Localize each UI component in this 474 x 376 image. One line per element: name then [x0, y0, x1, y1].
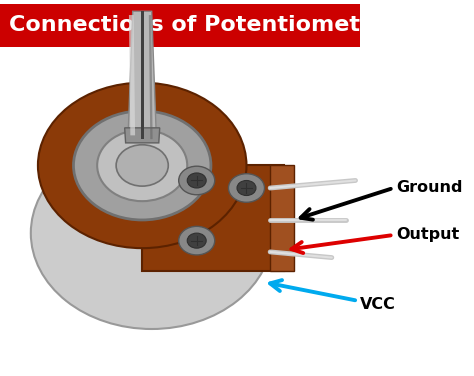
Circle shape: [228, 174, 264, 202]
Text: Ground: Ground: [396, 180, 462, 196]
Text: Connections of Potentiometer: Connections of Potentiometer: [9, 15, 386, 35]
Polygon shape: [125, 128, 160, 143]
Circle shape: [116, 145, 168, 186]
Text: VCC: VCC: [360, 297, 396, 312]
Circle shape: [179, 226, 215, 255]
Polygon shape: [142, 165, 284, 271]
Circle shape: [31, 137, 273, 329]
Circle shape: [97, 130, 187, 201]
Circle shape: [179, 166, 215, 195]
Polygon shape: [141, 11, 144, 139]
Circle shape: [73, 111, 211, 220]
Polygon shape: [270, 165, 294, 271]
Polygon shape: [149, 15, 153, 139]
Text: Output: Output: [396, 227, 459, 243]
Polygon shape: [128, 11, 156, 139]
Circle shape: [237, 180, 256, 196]
Polygon shape: [129, 15, 135, 135]
Circle shape: [187, 173, 206, 188]
Circle shape: [38, 83, 246, 248]
FancyBboxPatch shape: [0, 4, 360, 47]
Circle shape: [187, 233, 206, 248]
